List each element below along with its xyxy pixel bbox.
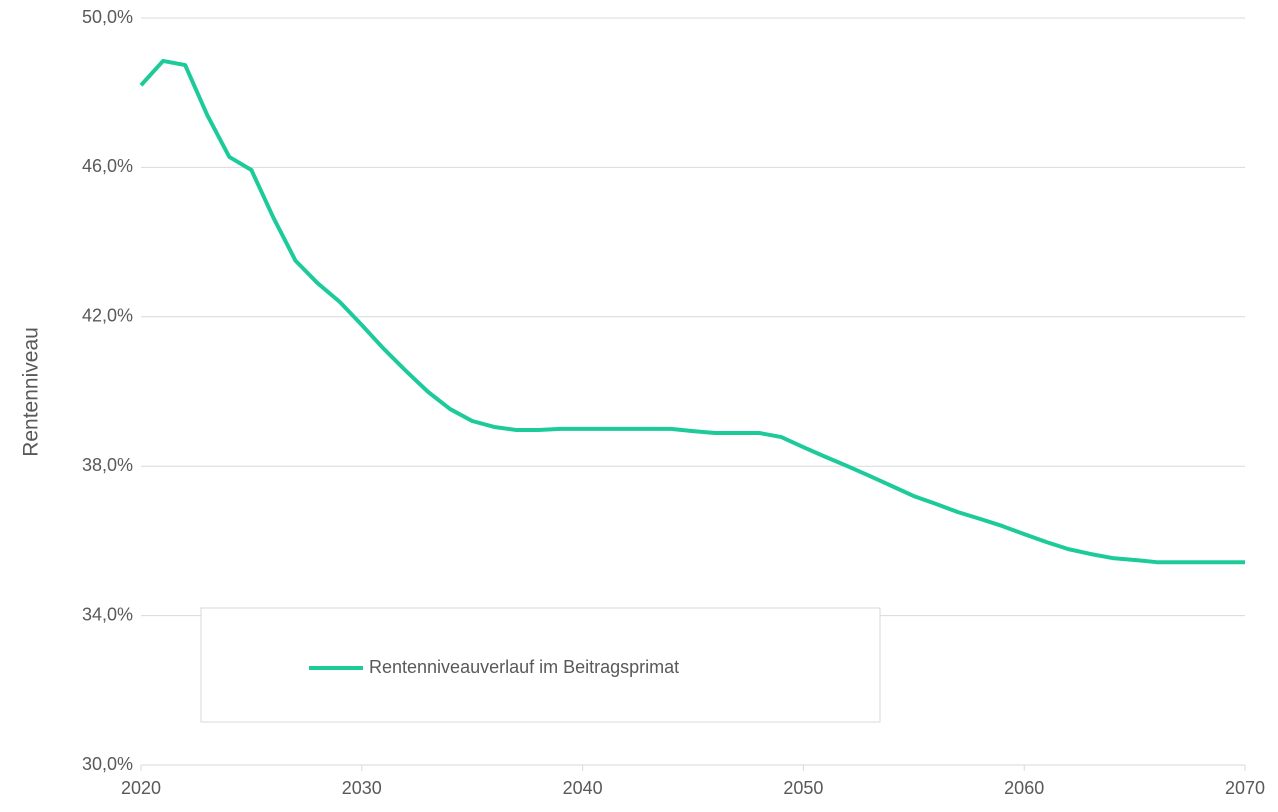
legend-label: Rentenniveauverlauf im Beitragsprimat <box>369 657 679 677</box>
y-tick-label: 50,0% <box>82 7 133 27</box>
x-tick-label: 2050 <box>783 778 823 798</box>
data-line <box>139 58 1245 565</box>
x-tick-label: 2070 <box>1225 778 1265 798</box>
y-axis-label: Rentenniveau <box>20 327 43 457</box>
y-tick-label: 34,0% <box>82 604 133 624</box>
y-tick-label: 42,0% <box>82 306 133 326</box>
legend-box <box>200 607 881 723</box>
x-tick-label: 2040 <box>563 778 603 798</box>
y-tick-label: 38,0% <box>82 455 133 475</box>
x-tick-label: 2060 <box>1004 778 1044 798</box>
x-tick-label: 2030 <box>342 778 382 798</box>
y-tick-label: 46,0% <box>82 156 133 176</box>
x-tick-label: 2020 <box>121 778 161 798</box>
y-tick-label: 30,0% <box>82 754 133 774</box>
